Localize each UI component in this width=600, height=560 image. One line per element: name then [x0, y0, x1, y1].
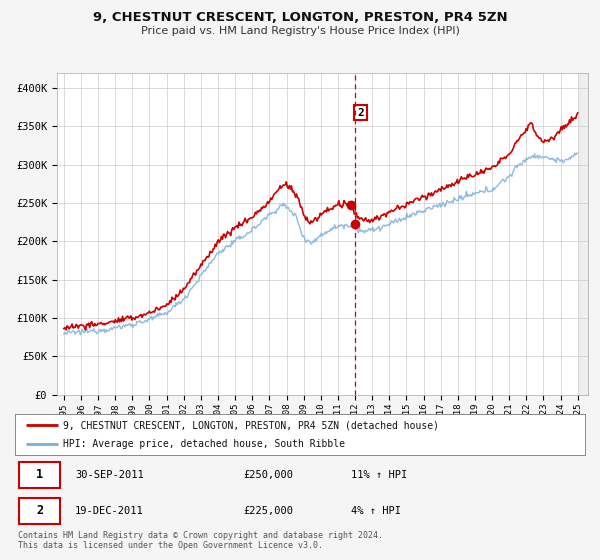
Text: 2: 2 — [357, 108, 364, 118]
Text: 1: 1 — [36, 468, 43, 482]
FancyBboxPatch shape — [19, 462, 60, 488]
Text: 30-SEP-2011: 30-SEP-2011 — [75, 470, 143, 480]
Text: Price paid vs. HM Land Registry's House Price Index (HPI): Price paid vs. HM Land Registry's House … — [140, 26, 460, 36]
Text: HPI: Average price, detached house, South Ribble: HPI: Average price, detached house, Sout… — [64, 439, 346, 449]
Text: This data is licensed under the Open Government Licence v3.0.: This data is licensed under the Open Gov… — [18, 541, 323, 550]
Text: 2: 2 — [36, 504, 43, 517]
Text: 9, CHESTNUT CRESCENT, LONGTON, PRESTON, PR4 5ZN (detached house): 9, CHESTNUT CRESCENT, LONGTON, PRESTON, … — [64, 421, 439, 430]
Text: Contains HM Land Registry data © Crown copyright and database right 2024.: Contains HM Land Registry data © Crown c… — [18, 531, 383, 540]
Text: 9, CHESTNUT CRESCENT, LONGTON, PRESTON, PR4 5ZN: 9, CHESTNUT CRESCENT, LONGTON, PRESTON, … — [92, 11, 508, 24]
Text: 19-DEC-2011: 19-DEC-2011 — [75, 506, 143, 516]
Text: 11% ↑ HPI: 11% ↑ HPI — [351, 470, 407, 480]
Text: £250,000: £250,000 — [243, 470, 293, 480]
FancyBboxPatch shape — [19, 498, 60, 524]
Text: £225,000: £225,000 — [243, 506, 293, 516]
Text: 4% ↑ HPI: 4% ↑ HPI — [351, 506, 401, 516]
